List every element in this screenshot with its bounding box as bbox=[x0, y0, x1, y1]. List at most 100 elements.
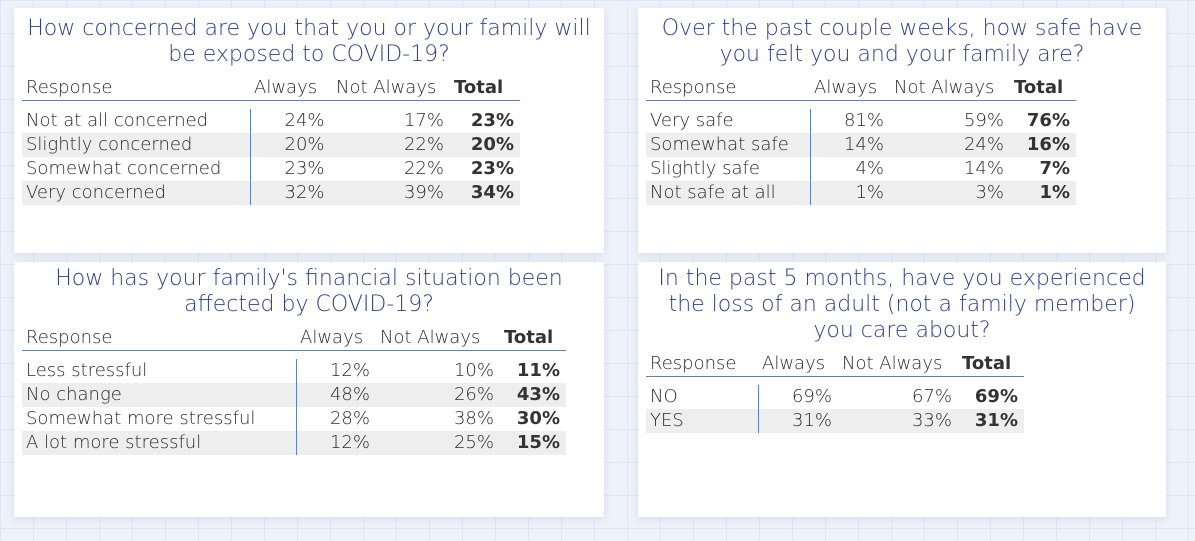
header-response: Response bbox=[650, 76, 737, 98]
cell-always: 69% bbox=[791, 386, 832, 407]
cell-total: 31% bbox=[958, 409, 1024, 433]
table-header: Response Always Not Always Total bbox=[646, 74, 1076, 101]
cell-not-always: 24% bbox=[890, 133, 1010, 157]
header-total: Total bbox=[504, 326, 554, 348]
row-label: Very safe bbox=[646, 109, 811, 133]
header-always: Always bbox=[762, 352, 826, 374]
cell-not-always: 3% bbox=[890, 181, 1010, 205]
row-label: No change bbox=[22, 383, 297, 407]
table-row: Not at all concerned 24% 17% 23% bbox=[22, 109, 520, 133]
table-row: Very concerned 32% 39% 34% bbox=[22, 181, 520, 205]
table-row: Slightly concerned 20% 22% 20% bbox=[22, 133, 520, 157]
cell-total: 1% bbox=[1010, 181, 1076, 205]
data-table: Response Always Not Always Total Not at … bbox=[22, 74, 520, 205]
table-row: Very safe 81% 59% 76% bbox=[646, 109, 1076, 133]
cell-always: 24% bbox=[284, 110, 325, 131]
row-label: Somewhat safe bbox=[646, 133, 811, 157]
panel-exposure-concern: How concerned are you that you or your f… bbox=[14, 8, 604, 253]
panel-title: In the past 5 months, have you experienc… bbox=[658, 266, 1146, 343]
cell-not-always: 22% bbox=[332, 133, 450, 157]
table-row: Slightly safe 4% 14% 7% bbox=[646, 157, 1076, 181]
cell-always: 1% bbox=[810, 181, 890, 205]
table-row: Somewhat more stressful 28% 38% 30% bbox=[22, 407, 566, 431]
header-response: Response bbox=[26, 326, 113, 348]
row-label: Somewhat more stressful bbox=[22, 407, 297, 431]
data-table: Response Always Not Always Total Very sa… bbox=[646, 74, 1076, 205]
cell-total: 69% bbox=[974, 386, 1018, 407]
cell-total: 7% bbox=[1039, 158, 1070, 179]
header-always: Always bbox=[814, 76, 878, 98]
header-total: Total bbox=[454, 76, 504, 98]
panel-financial-situation: How has your family's financial situatio… bbox=[14, 262, 604, 517]
table-row: Somewhat concerned 23% 22% 23% bbox=[22, 157, 520, 181]
table-row: YES 31% 33% 31% bbox=[646, 409, 1024, 433]
panel-adult-loss: In the past 5 months, have you experienc… bbox=[638, 262, 1166, 517]
cell-always: 14% bbox=[810, 133, 890, 157]
cell-always: 4% bbox=[855, 158, 884, 179]
cell-not-always: 14% bbox=[963, 158, 1004, 179]
header-response: Response bbox=[26, 76, 113, 98]
row-label: Slightly safe bbox=[646, 157, 811, 181]
cell-total: 76% bbox=[1026, 110, 1070, 131]
cell-always: 81% bbox=[843, 110, 884, 131]
cell-not-always: 22% bbox=[403, 158, 444, 179]
cell-always: 32% bbox=[250, 181, 332, 205]
cell-not-always: 25% bbox=[376, 431, 500, 455]
header-total: Total bbox=[962, 352, 1012, 374]
table-row: Somewhat safe 14% 24% 16% bbox=[646, 133, 1076, 157]
header-always: Always bbox=[254, 76, 318, 98]
row-label: Not safe at all bbox=[646, 181, 811, 205]
table-row: NO 69% 67% 69% bbox=[646, 385, 1024, 409]
cell-not-always: 59% bbox=[963, 110, 1004, 131]
cell-total: 23% bbox=[470, 158, 514, 179]
cell-always: 28% bbox=[329, 408, 370, 429]
cell-not-always: 33% bbox=[838, 409, 958, 433]
header-not-always: Not Always bbox=[842, 352, 943, 374]
panel-title: Over the past couple weeks, how safe hav… bbox=[661, 16, 1143, 67]
panel-safety-feeling: Over the past couple weeks, how safe hav… bbox=[638, 8, 1166, 253]
row-label: Not at all concerned bbox=[22, 109, 251, 133]
data-table: Response Always Not Always Total NO 69% … bbox=[646, 350, 1024, 433]
header-not-always: Not Always bbox=[894, 76, 995, 98]
panel-title: How concerned are you that you or your f… bbox=[27, 16, 591, 67]
cell-total: 43% bbox=[500, 383, 566, 407]
cell-total: 30% bbox=[516, 408, 560, 429]
table-row: No change 48% 26% 43% bbox=[22, 383, 566, 407]
cell-not-always: 10% bbox=[453, 360, 494, 381]
cell-always: 12% bbox=[296, 431, 376, 455]
cell-always: 20% bbox=[250, 133, 332, 157]
cell-always: 31% bbox=[758, 409, 838, 433]
cell-always: 12% bbox=[329, 360, 370, 381]
row-label: A lot more stressful bbox=[22, 431, 297, 455]
cell-not-always: 67% bbox=[911, 386, 952, 407]
table-header: Response Always Not Always Total bbox=[646, 350, 1024, 377]
cell-not-always: 26% bbox=[376, 383, 500, 407]
cell-not-always: 38% bbox=[453, 408, 494, 429]
cell-total: 20% bbox=[450, 133, 520, 157]
table-header: Response Always Not Always Total bbox=[22, 74, 520, 101]
cell-not-always: 39% bbox=[332, 181, 450, 205]
cell-total: 16% bbox=[1010, 133, 1076, 157]
header-not-always: Not Always bbox=[336, 76, 437, 98]
cell-not-always: 17% bbox=[403, 110, 444, 131]
row-label: Less stressful bbox=[22, 359, 297, 383]
row-label: YES bbox=[646, 409, 759, 433]
row-label: Somewhat concerned bbox=[22, 157, 251, 181]
cell-always: 48% bbox=[296, 383, 376, 407]
header-always: Always bbox=[300, 326, 364, 348]
data-table: Response Always Not Always Total Less st… bbox=[22, 324, 566, 455]
header-response: Response bbox=[650, 352, 737, 374]
cell-total: 11% bbox=[516, 360, 560, 381]
table-row: Less stressful 12% 10% 11% bbox=[22, 359, 566, 383]
table-row: Not safe at all 1% 3% 1% bbox=[646, 181, 1076, 205]
header-total: Total bbox=[1014, 76, 1064, 98]
table-row: A lot more stressful 12% 25% 15% bbox=[22, 431, 566, 455]
cell-total: 34% bbox=[450, 181, 520, 205]
row-label: Slightly concerned bbox=[22, 133, 251, 157]
table-header: Response Always Not Always Total bbox=[22, 324, 566, 351]
panel-title: How has your family's financial situatio… bbox=[55, 266, 563, 317]
cell-total: 23% bbox=[470, 110, 514, 131]
header-not-always: Not Always bbox=[380, 326, 481, 348]
row-label: Very concerned bbox=[22, 181, 251, 205]
cell-always: 23% bbox=[284, 158, 325, 179]
